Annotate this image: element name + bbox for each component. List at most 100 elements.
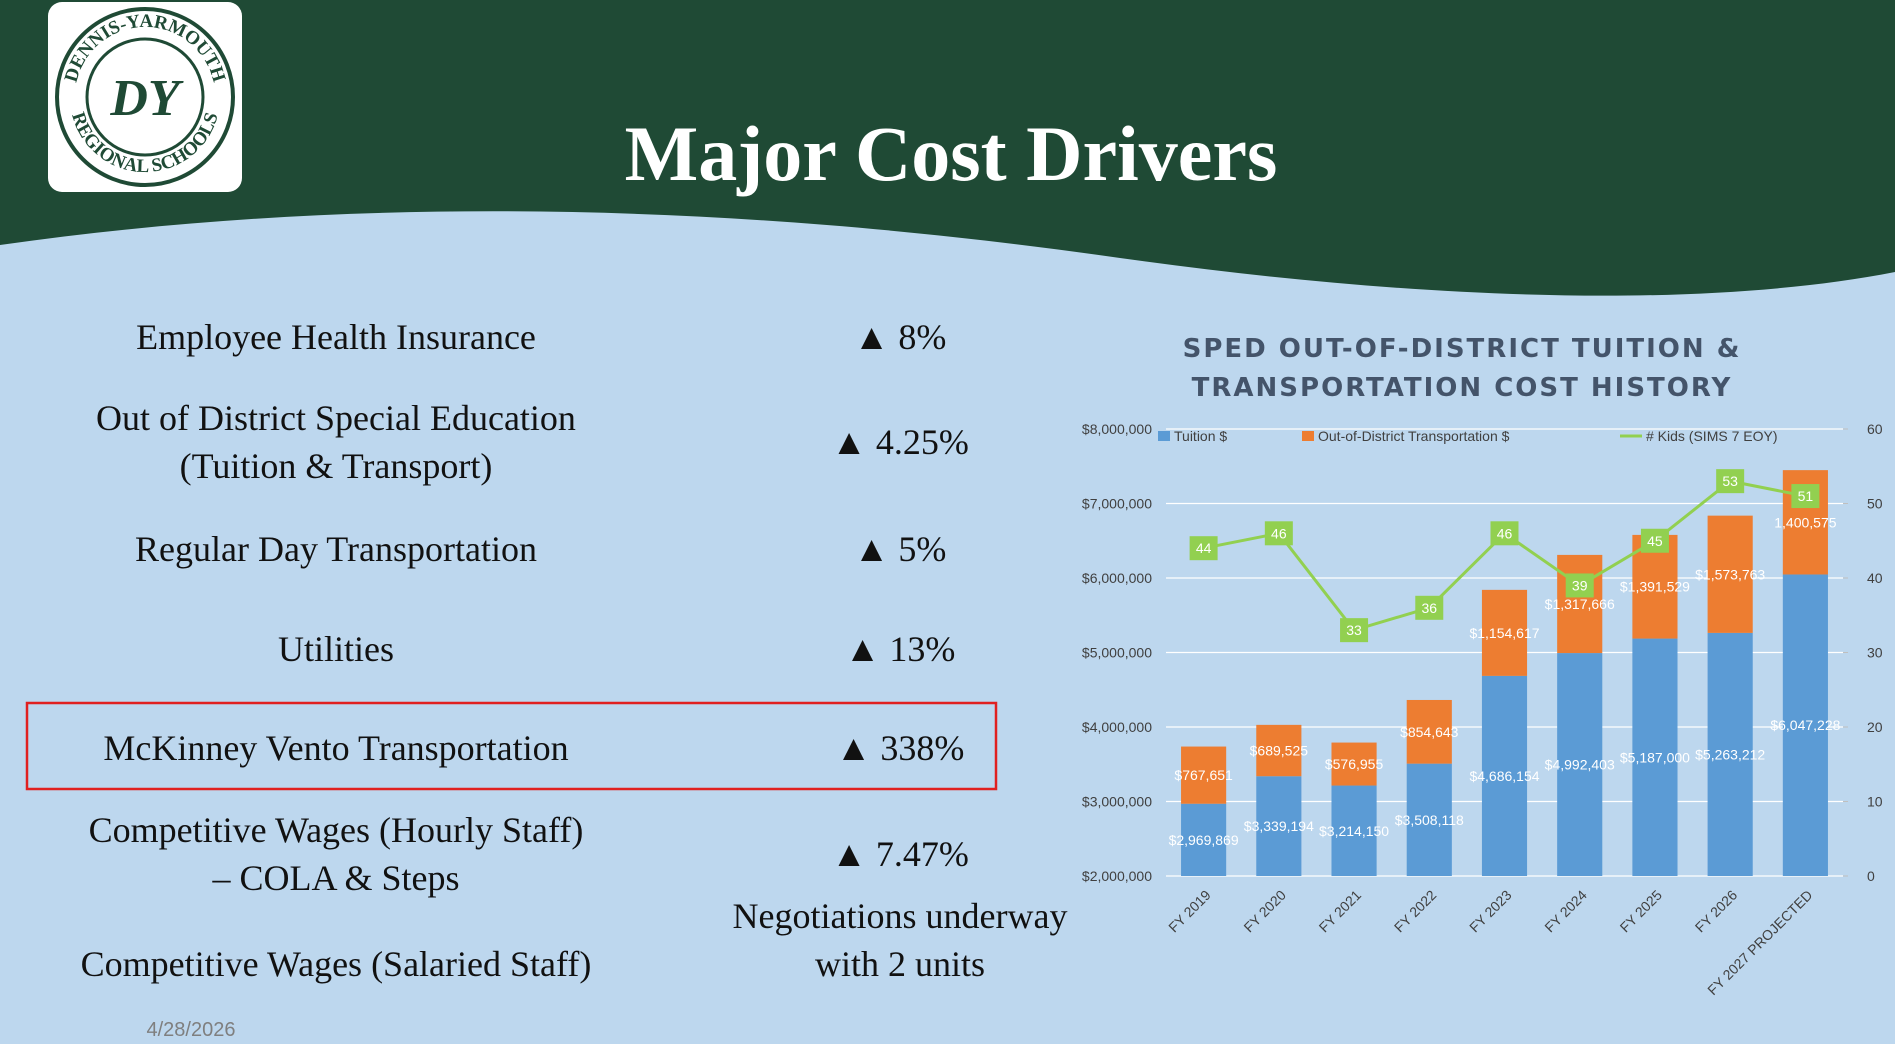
chart-title: SPED OUT-OF-DISTRICT TUITION & [1183, 334, 1742, 364]
x-tick-label: FY 2020 [1240, 887, 1289, 936]
line-marker [1565, 573, 1594, 598]
item-value: ▲ 338% [836, 728, 965, 768]
header-band [0, 0, 1895, 296]
item-label: Competitive Wages (Hourly Staff) [89, 810, 584, 850]
bar-value-label: $2,969,869 [1169, 832, 1239, 848]
line-marker [1791, 484, 1820, 509]
item-value: ▲ 5% [854, 529, 947, 569]
bar-segment [1782, 574, 1828, 876]
item-label: Utilities [278, 629, 394, 669]
legend-label: Out-of-District Transportation $ [1318, 428, 1510, 444]
bar-segment [1632, 638, 1678, 876]
line-marker [1716, 469, 1745, 494]
date: 4/28/2026 [147, 1019, 236, 1041]
bar-segment [1331, 742, 1377, 786]
y2-tick-label: 10 [1867, 794, 1883, 810]
y2-tick-label: 40 [1867, 570, 1883, 586]
line-value-label: 51 [1798, 488, 1814, 504]
bar-value-label: $4,992,403 [1545, 757, 1615, 773]
line-marker [1490, 521, 1519, 546]
bar-value-label: $3,339,194 [1244, 818, 1314, 834]
line-value-label: 39 [1572, 577, 1588, 593]
legend-label: # Kids (SIMS 7 EOY) [1646, 428, 1777, 444]
legend-label: Tuition $ [1174, 428, 1227, 444]
x-tick-label: FY 2022 [1391, 887, 1440, 936]
slide-title: Major Cost Drivers [625, 110, 1278, 197]
bar-value-label: $3,214,150 [1319, 823, 1389, 839]
line-marker [1340, 618, 1369, 643]
bar-value-label: $689,525 [1250, 743, 1309, 759]
bar-value-label: $1,317,666 [1545, 596, 1615, 612]
bar-segment [1256, 776, 1302, 876]
bar-segment [1481, 675, 1528, 876]
bar-value-label: 1,400,575 [1774, 514, 1836, 530]
bar-segment [1256, 724, 1302, 777]
y-tick-label: $8,000,000 [1082, 421, 1152, 437]
bar-segment [1557, 653, 1603, 876]
x-tick-label: FY 2023 [1466, 887, 1515, 936]
item-label: Regular Day Transportation [135, 529, 537, 569]
bar-segment [1181, 746, 1227, 804]
x-tick-label: FY 2021 [1316, 887, 1365, 936]
y-tick-label: $7,000,000 [1082, 496, 1152, 512]
legend-swatch [1302, 431, 1314, 441]
bar-segment [1557, 554, 1603, 654]
y-tick-label: $6,000,000 [1082, 570, 1152, 586]
y-tick-label: $5,000,000 [1082, 645, 1152, 661]
logo: DENNIS-YARMOUTH REGIONAL SCHOOLS DY [48, 2, 242, 192]
bar-value-label: $1,391,529 [1620, 579, 1690, 595]
y2-tick-label: 30 [1867, 645, 1883, 661]
line-value-label: 46 [1271, 525, 1287, 541]
legend-swatch [1158, 431, 1170, 441]
chart-title: TRANSPORTATION COST HISTORY [1192, 373, 1733, 403]
bar-segment [1406, 763, 1452, 876]
y-tick-label: $2,000,000 [1082, 868, 1152, 884]
bar-value-label: $3,508,118 [1395, 812, 1464, 828]
item-value: ▲ 4.25% [831, 422, 969, 462]
x-tick-label: FY 2025 [1617, 887, 1666, 936]
line-value-label: 46 [1497, 525, 1513, 541]
item-label: (Tuition & Transport) [180, 446, 493, 486]
bar-segment [1481, 589, 1528, 676]
y2-tick-label: 0 [1867, 868, 1875, 884]
line-value-label: 36 [1421, 600, 1437, 616]
bar-segment [1707, 632, 1753, 876]
line-value-label: 45 [1647, 533, 1663, 549]
line-value-label: 33 [1346, 622, 1362, 638]
x-tick-label: FY 2024 [1541, 887, 1590, 936]
bar-value-label: $5,263,212 [1695, 746, 1765, 762]
y-tick-label: $3,000,000 [1082, 794, 1152, 810]
bar-value-label: $576,955 [1325, 756, 1384, 772]
bar-value-label: $1,573,763 [1695, 566, 1765, 582]
item-value: ▲ 13% [845, 629, 956, 669]
bar-value-label: $1,154,617 [1469, 625, 1539, 641]
item-label: Out of District Special Education [96, 398, 576, 438]
y2-tick-label: 20 [1867, 719, 1883, 735]
logo-mark: DY [109, 70, 184, 127]
item-value: with 2 units [815, 944, 985, 984]
bar-segment [1707, 515, 1753, 633]
bar-value-label: $4,686,154 [1469, 768, 1539, 784]
bar-value-label: $6,047,228 [1770, 717, 1840, 733]
line-value-label: 44 [1196, 540, 1212, 556]
bar-value-label: $5,187,000 [1620, 749, 1690, 765]
bar-segment [1331, 785, 1377, 876]
line-value-label: 53 [1722, 473, 1738, 489]
item-value: ▲ 7.47% [831, 834, 969, 874]
x-tick-label: FY 2019 [1165, 887, 1214, 936]
item-value: ▲ 8% [854, 317, 947, 357]
y-tick-label: $4,000,000 [1082, 719, 1152, 735]
bar-value-label: $767,651 [1174, 767, 1233, 783]
y2-tick-label: 50 [1867, 496, 1883, 512]
item-value: Negotiations underway [733, 896, 1068, 936]
bar-segment [1406, 699, 1452, 764]
item-label: McKinney Vento Transportation [103, 728, 568, 768]
item-label: Employee Health Insurance [136, 317, 536, 357]
line-marker [1264, 521, 1293, 546]
item-label: – COLA & Steps [211, 858, 459, 898]
line-marker [1640, 528, 1669, 553]
highlight-box [25, 701, 998, 791]
item-label: Competitive Wages (Salaried Staff) [81, 944, 592, 984]
line-marker [1415, 595, 1444, 620]
